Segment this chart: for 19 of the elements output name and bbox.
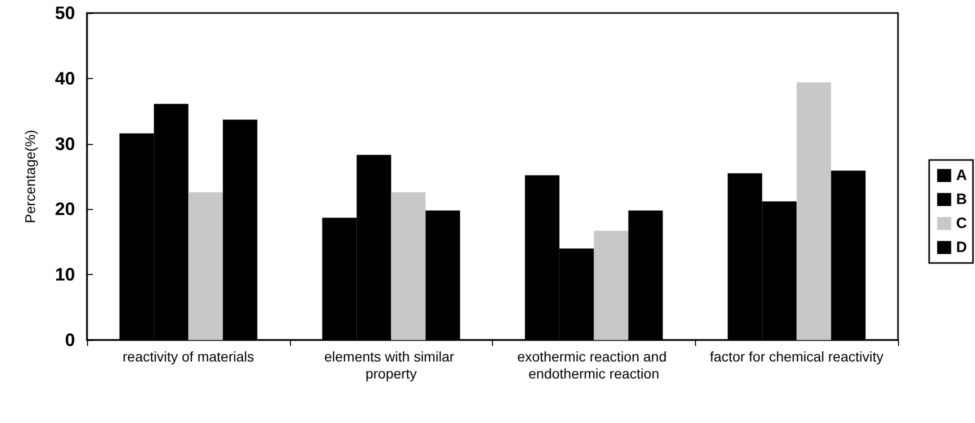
legend-label: D [956,239,968,256]
legend-label: C [956,215,968,232]
x-tick-label: elements with similar property [324,348,458,382]
x-tick-label: reactivity of materials [122,348,254,364]
y-tick-label: 10 [54,264,75,285]
bar [188,192,223,340]
y-tick-label: 20 [54,199,75,220]
y-axis-title: Percentage(%) [22,130,38,224]
bar [796,82,832,340]
y-tick-label: 0 [64,330,75,350]
y-tick-label: 50 [54,3,75,23]
y-tick-label: 40 [54,68,75,88]
x-tick-label: exothermic reaction and endothermic reaction [517,348,671,382]
legend-label: A [956,167,968,184]
bar [594,230,628,340]
y-tick-label: 30 [54,134,75,154]
x-tick-label: factor for chemical reactivity [710,348,884,364]
legend-label: B [956,191,968,208]
bar [391,192,426,340]
